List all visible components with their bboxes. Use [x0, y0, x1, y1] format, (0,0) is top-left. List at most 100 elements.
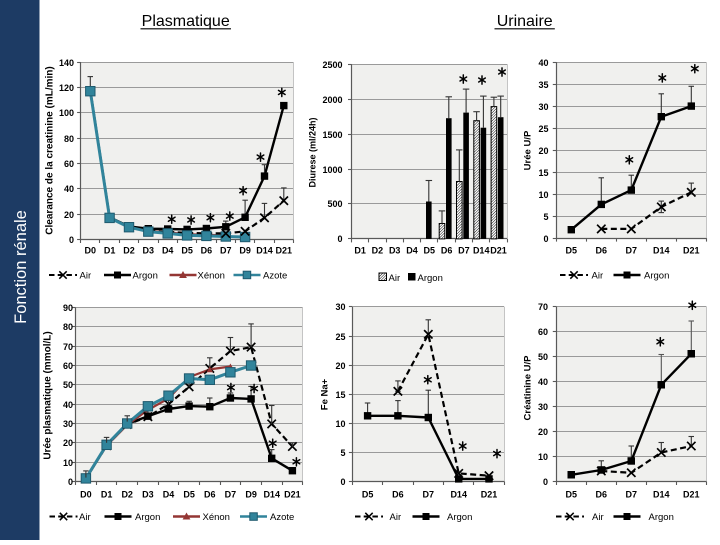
svg-text:D21: D21: [284, 490, 301, 500]
svg-text:D3: D3: [389, 246, 401, 256]
svg-text:0: 0: [337, 234, 342, 244]
svg-text:D4: D4: [162, 246, 174, 256]
svg-text:0: 0: [69, 235, 74, 245]
svg-text:0: 0: [340, 477, 345, 487]
svg-text:25: 25: [335, 332, 345, 342]
svg-text:D21: D21: [481, 490, 498, 500]
svg-text:D0: D0: [85, 246, 97, 256]
svg-text:50: 50: [63, 380, 73, 390]
svg-text:1000: 1000: [322, 165, 342, 175]
svg-text:30: 30: [538, 402, 548, 412]
svg-text:20: 20: [335, 361, 345, 371]
svg-text:D7: D7: [626, 490, 638, 500]
svg-text:0: 0: [68, 477, 73, 487]
svg-text:D5: D5: [362, 490, 374, 500]
svg-text:20: 20: [538, 427, 548, 437]
svg-text:5: 5: [340, 448, 345, 458]
svg-text:Urinaire: Urinaire: [497, 13, 553, 30]
svg-text:D6: D6: [596, 246, 608, 256]
svg-text:D5: D5: [181, 246, 193, 256]
svg-text:D14: D14: [263, 490, 280, 500]
svg-text:10: 10: [538, 190, 548, 200]
svg-text:D14: D14: [473, 246, 490, 256]
svg-text:60: 60: [538, 327, 548, 337]
svg-text:Créatinine U/P: Créatinine U/P: [523, 355, 534, 421]
svg-text:Argon: Argon: [135, 512, 160, 523]
svg-text:2000: 2000: [322, 95, 342, 105]
svg-text:40: 40: [538, 58, 548, 68]
svg-text:D14: D14: [653, 246, 670, 256]
svg-text:20: 20: [64, 210, 74, 220]
svg-text:D4: D4: [163, 490, 175, 500]
svg-text:Air: Air: [389, 273, 401, 284]
svg-text:0: 0: [543, 477, 548, 487]
svg-text:5: 5: [543, 212, 548, 222]
svg-text:Clearance de la creatinine (m: Clearance de la creatinine (mL/min): [45, 66, 56, 234]
svg-text:Fe Na+: Fe Na+: [320, 378, 331, 410]
svg-text:D1: D1: [104, 246, 116, 256]
svg-text:Air: Air: [592, 512, 604, 523]
svg-text:120: 120: [59, 83, 74, 93]
svg-text:D14: D14: [450, 490, 467, 500]
svg-text:30: 30: [335, 302, 345, 312]
svg-text:80: 80: [63, 322, 73, 332]
svg-text:D21: D21: [490, 246, 507, 256]
svg-text:20: 20: [63, 438, 73, 448]
svg-text:D5: D5: [566, 246, 578, 256]
svg-text:Azote: Azote: [270, 512, 294, 523]
svg-text:D14: D14: [256, 246, 273, 256]
svg-text:Xénon: Xénon: [203, 512, 230, 523]
svg-text:30: 30: [538, 102, 548, 112]
svg-text:D14: D14: [653, 490, 670, 500]
svg-text:10: 10: [63, 458, 73, 468]
svg-text:60: 60: [64, 159, 74, 169]
svg-text:D5: D5: [183, 490, 195, 500]
svg-text:Xénon: Xénon: [198, 271, 225, 282]
svg-text:D3: D3: [142, 490, 154, 500]
svg-text:D6: D6: [596, 490, 608, 500]
svg-text:D1: D1: [101, 490, 113, 500]
svg-text:D7: D7: [225, 490, 237, 500]
svg-text:Urée plasmatique (mmol/L): Urée plasmatique (mmol/L): [43, 331, 54, 459]
svg-text:D9: D9: [239, 246, 251, 256]
svg-text:D1: D1: [354, 246, 366, 256]
svg-text:D4: D4: [406, 246, 418, 256]
svg-text:Argon: Argon: [644, 271, 669, 282]
svg-text:Air: Air: [79, 512, 91, 523]
svg-text:Air: Air: [80, 271, 92, 282]
svg-text:25: 25: [538, 124, 548, 134]
svg-text:15: 15: [538, 168, 548, 178]
svg-text:D21: D21: [683, 246, 700, 256]
svg-text:D21: D21: [683, 490, 700, 500]
svg-text:Azote: Azote: [263, 271, 287, 282]
svg-text:40: 40: [538, 377, 548, 387]
svg-text:Argon: Argon: [447, 512, 472, 523]
svg-text:D7: D7: [220, 246, 232, 256]
svg-text:10: 10: [335, 419, 345, 429]
svg-text:D2: D2: [121, 490, 133, 500]
svg-text:D2: D2: [372, 246, 384, 256]
svg-text:70: 70: [63, 342, 73, 352]
svg-text:D2: D2: [123, 246, 135, 256]
svg-text:D6: D6: [441, 246, 453, 256]
svg-text:D7: D7: [626, 246, 638, 256]
svg-text:Argon: Argon: [418, 273, 443, 284]
svg-text:D6: D6: [204, 490, 216, 500]
svg-text:60: 60: [63, 361, 73, 371]
svg-text:30: 30: [63, 419, 73, 429]
svg-text:0: 0: [543, 234, 548, 244]
svg-text:Plasmatique: Plasmatique: [142, 13, 230, 30]
svg-text:D5: D5: [566, 490, 578, 500]
svg-text:D3: D3: [143, 246, 155, 256]
svg-text:40: 40: [64, 184, 74, 194]
svg-text:90: 90: [63, 303, 73, 313]
svg-text:D6: D6: [201, 246, 213, 256]
svg-text:D5: D5: [424, 246, 436, 256]
svg-text:2500: 2500: [322, 60, 342, 70]
svg-text:D9: D9: [245, 490, 257, 500]
svg-text:D7: D7: [458, 246, 470, 256]
svg-text:Urée U/P: Urée U/P: [523, 130, 534, 170]
svg-text:80: 80: [64, 134, 74, 144]
svg-text:500: 500: [327, 199, 342, 209]
svg-text:10: 10: [538, 452, 548, 462]
